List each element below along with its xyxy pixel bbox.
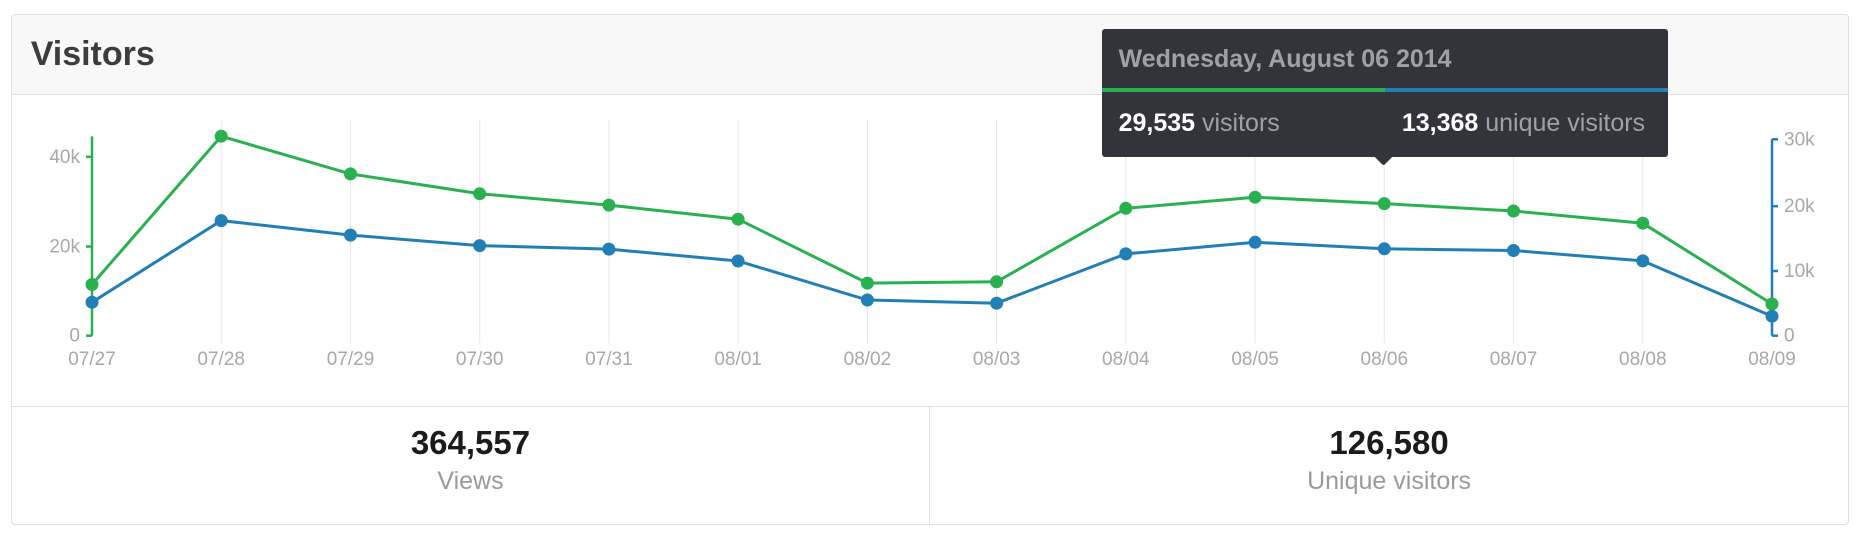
svg-text:08/09: 08/09: [1748, 349, 1796, 370]
svg-text:0: 0: [69, 325, 80, 346]
svg-text:07/27: 07/27: [68, 349, 116, 370]
svg-text:08/01: 08/01: [714, 349, 762, 370]
svg-text:08/08: 08/08: [1619, 349, 1667, 370]
svg-text:08/07: 08/07: [1490, 349, 1538, 370]
svg-text:07/29: 07/29: [327, 349, 375, 370]
svg-text:08/06: 08/06: [1361, 349, 1409, 370]
svg-text:08/04: 08/04: [1102, 349, 1150, 370]
svg-text:40k: 40k: [49, 146, 80, 167]
svg-text:08/02: 08/02: [844, 349, 892, 370]
svg-text:10k: 10k: [1784, 261, 1815, 282]
svg-text:30k: 30k: [1784, 129, 1815, 150]
svg-text:07/30: 07/30: [456, 349, 504, 370]
svg-text:0: 0: [1784, 325, 1795, 346]
svg-text:20k: 20k: [1784, 196, 1815, 217]
svg-text:08/03: 08/03: [973, 349, 1021, 370]
svg-text:20k: 20k: [49, 236, 80, 257]
svg-text:07/28: 07/28: [197, 349, 245, 370]
svg-text:07/31: 07/31: [585, 349, 633, 370]
svg-text:08/05: 08/05: [1231, 349, 1279, 370]
